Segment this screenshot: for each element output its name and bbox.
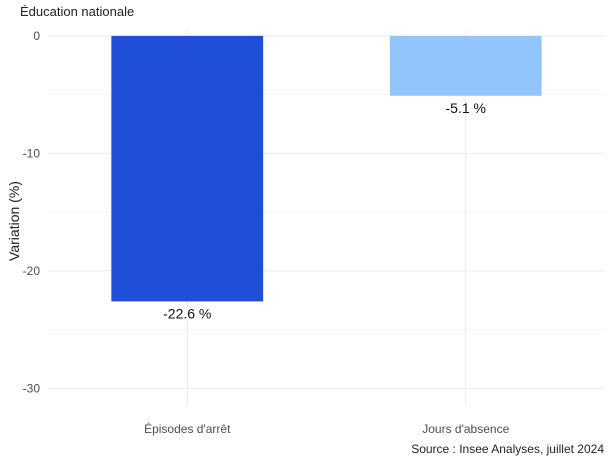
y-tick-label: -20 <box>23 264 41 278</box>
y-axis-ticks: 0 -10 -20 -30 <box>23 29 41 396</box>
data-label: -22.6 % <box>163 305 211 321</box>
bar-1 <box>111 35 264 302</box>
chart-title: Éducation nationale <box>20 4 134 19</box>
bar-2 <box>389 35 542 96</box>
y-tick-label: 0 <box>33 29 40 43</box>
x-tick-label: Épisodes d'arrêt <box>144 421 231 436</box>
x-axis-ticks: Épisodes d'arrêt Jours d'absence <box>144 421 510 436</box>
data-label: -5.1 % <box>446 100 486 116</box>
bars <box>111 35 542 302</box>
y-axis-label: Variation (%) <box>6 181 22 261</box>
y-tick-label: -10 <box>23 146 41 160</box>
x-tick-label: Jours d'absence <box>422 422 509 436</box>
data-labels: -22.6 % -5.1 % <box>163 100 486 322</box>
y-tick-label: -30 <box>23 381 41 395</box>
source-caption: Source : Insee Analyses, juillet 2024 <box>411 442 604 456</box>
